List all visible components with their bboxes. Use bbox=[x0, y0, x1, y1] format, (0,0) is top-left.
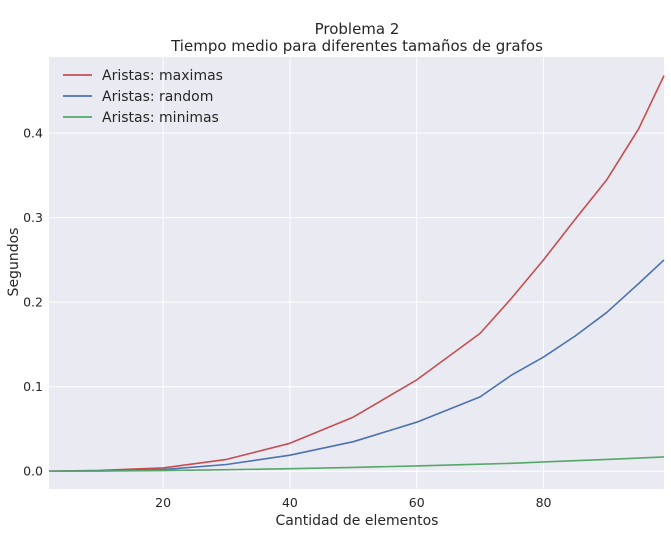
series-line-3 bbox=[48, 456, 665, 473]
x-axis-ticks: 20 40 60 80 bbox=[155, 495, 551, 510]
y-tick-label: 0.3 bbox=[23, 210, 43, 225]
x-tick-label: 60 bbox=[409, 495, 425, 510]
y-axis-ticks: 0.0 0.1 0.2 0.3 0.4 bbox=[23, 126, 43, 479]
series-layer bbox=[48, 75, 665, 473]
series-line-1 bbox=[48, 75, 665, 472]
x-tick-label: 20 bbox=[155, 495, 171, 510]
y-tick-label: 0.1 bbox=[23, 379, 43, 394]
y-tick-label: 0.2 bbox=[23, 295, 43, 310]
legend: Aristas: maximas Aristas: random Aristas: … bbox=[63, 68, 223, 126]
x-tick-label: 40 bbox=[282, 495, 298, 510]
grid bbox=[49, 57, 664, 489]
legend-label-3: Aristas: minimas bbox=[102, 110, 219, 126]
y-axis-label: Segundos bbox=[6, 228, 22, 297]
legend-label-1: Aristas: maximas bbox=[102, 68, 223, 84]
x-axis-label: Cantidad de elementos bbox=[276, 513, 439, 529]
series-line-2 bbox=[48, 259, 665, 472]
y-tick-label: 0.4 bbox=[23, 126, 43, 141]
plot-area bbox=[49, 57, 664, 489]
chart-title: Problema 2 bbox=[315, 20, 400, 38]
y-tick-label: 0.0 bbox=[23, 464, 43, 479]
legend-label-2: Aristas: random bbox=[102, 89, 213, 105]
x-tick-label: 80 bbox=[536, 495, 552, 510]
chart-subtitle: Tiempo medio para diferentes tamaños de … bbox=[170, 37, 543, 55]
